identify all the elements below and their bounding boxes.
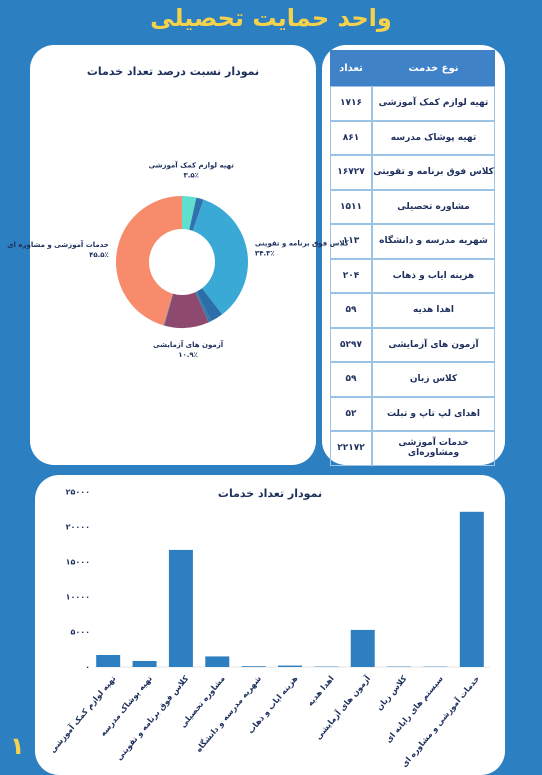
y-tick-label: ۱۰۰۰۰	[66, 593, 90, 602]
chart-title: نمودار تعداد خدمات	[218, 487, 322, 500]
y-tick-label: ۵۰۰۰	[70, 628, 90, 637]
x-tick-label: اهدا هدیه	[305, 674, 335, 708]
y-tick-label: ۱۵۰۰۰	[66, 558, 90, 567]
slice-label: تهیه لوازم کمک آموزشی	[149, 161, 235, 170]
slice-label: خدمات آموزشی و مشاوره ای	[7, 240, 109, 249]
x-tick-label: تهیه لوازم کمک آموزشی	[47, 673, 117, 754]
bar	[460, 512, 484, 667]
slice-label: کلاس فوق برنامه و تقویتی	[255, 240, 350, 248]
x-tick-label: خدمات آموزشی و مشاوره ای	[399, 673, 482, 768]
bar	[96, 655, 120, 667]
y-tick-label: ۰	[85, 663, 90, 672]
chart-title: نمودار نسبت درصد تعداد خدمات	[87, 65, 259, 78]
bar	[351, 630, 375, 667]
slice-value: ۳.۵٪	[183, 172, 198, 180]
bar	[205, 656, 229, 667]
slice-label: آزمون های آزمایشی	[153, 340, 224, 349]
x-tick-label: کلاس زبان	[375, 674, 410, 713]
bar	[278, 666, 302, 667]
bar	[169, 550, 193, 667]
y-tick-label: ۲۰۰۰۰	[66, 523, 90, 532]
slice-value: ۱۰.۹٪	[178, 351, 198, 359]
slice-value: ۴۵.۵٪	[89, 251, 109, 259]
bar	[242, 666, 266, 667]
bar	[133, 661, 157, 667]
x-tick-label: کلاس فوق برنامه و تقویتی	[115, 674, 192, 763]
slice-value: ۳۴.۳٪	[255, 250, 275, 258]
x-tick-label: شهریه مدرسه و دانشگاه	[193, 673, 263, 754]
y-tick-label: ۲۵۰۰۰	[66, 488, 90, 497]
page-number: ۱	[10, 732, 25, 760]
